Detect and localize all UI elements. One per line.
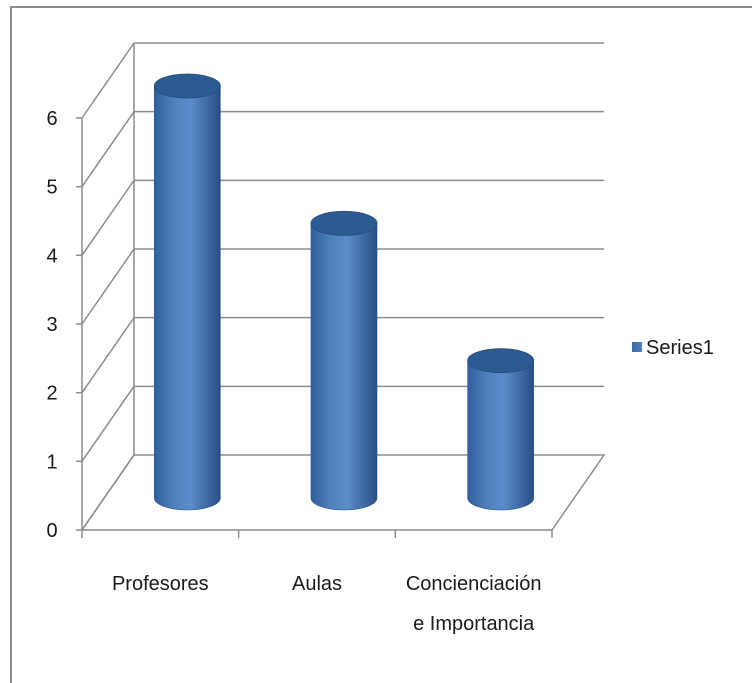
y-tick-label: 4 [46, 245, 57, 267]
y-tick-label: 3 [46, 314, 57, 336]
gridline-side [81, 42, 135, 119]
y-tick-label: 5 [46, 177, 57, 199]
bar-top [310, 210, 378, 236]
labels-layer: Profesores Aulas Concienciación e Importanc… [112, 573, 542, 635]
category-label-line: e Importancia [413, 613, 535, 635]
gridline-side [81, 179, 135, 256]
category-label-line: Aulas [292, 573, 342, 595]
gridline-side [81, 385, 135, 462]
category-label: Concienciación e Importancia [406, 573, 542, 635]
bar-body [310, 223, 378, 511]
legend: Series1 [632, 337, 714, 359]
bar [310, 210, 378, 511]
bar-body [467, 360, 534, 511]
bar-body [154, 85, 221, 511]
category-label-line: Profesores [112, 573, 209, 595]
bar [153, 73, 221, 511]
bar-top [153, 73, 221, 99]
legend-label: Series1 [646, 337, 714, 359]
bars-layer [153, 73, 535, 511]
y-tick-label: 2 [46, 383, 57, 405]
category-label: Profesores [112, 573, 209, 595]
legend-swatch [632, 342, 642, 352]
y-tick-label: 1 [46, 451, 57, 473]
y-tick-label: 6 [46, 108, 57, 130]
category-label-line: Concienciación [406, 573, 542, 595]
bar-top [467, 348, 535, 374]
category-label: Aulas [292, 573, 342, 595]
gridline-side [81, 248, 135, 325]
gridline-side [81, 317, 135, 394]
gridline-side [81, 111, 135, 188]
bar [467, 348, 535, 511]
y-tick-label: 0 [46, 520, 57, 542]
